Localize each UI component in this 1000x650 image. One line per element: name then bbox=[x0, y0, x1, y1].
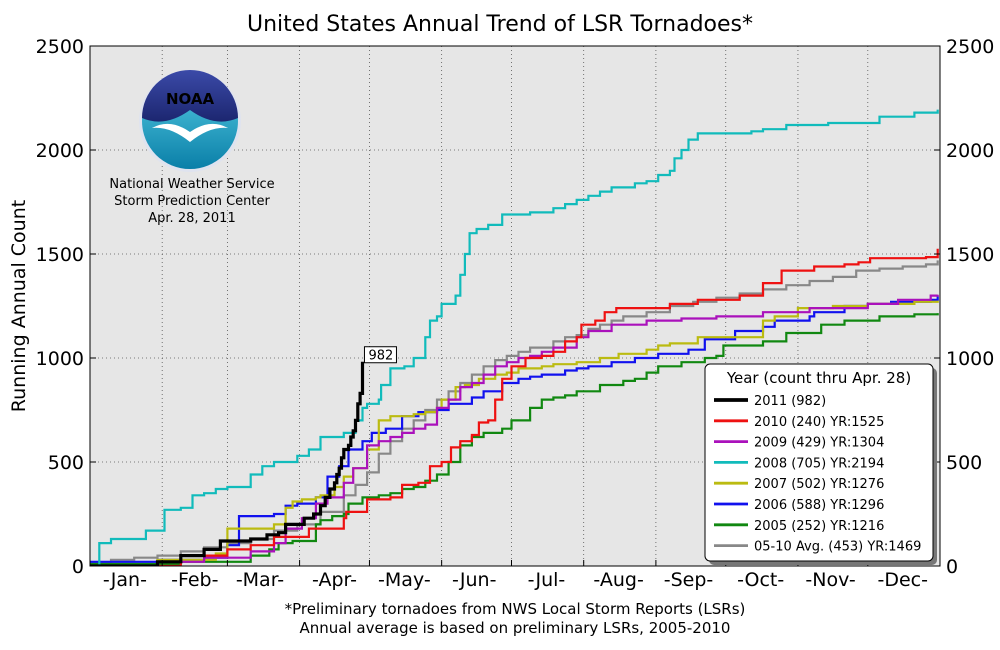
legend-label-5: 2006 (588) YR:1296 bbox=[754, 498, 884, 513]
x-tick-label-6: -Jul- bbox=[528, 569, 566, 591]
y-tick-label-left-0: 0 bbox=[72, 556, 84, 578]
noaa-logo-text: NOAA bbox=[166, 90, 215, 108]
logo-line-2: Storm Prediction Center bbox=[114, 194, 270, 209]
legend-label-2: 2009 (429) YR:1304 bbox=[754, 436, 884, 451]
y-tick-label-left-4: 2000 bbox=[36, 140, 84, 162]
y-axis-label: Running Annual Count bbox=[8, 200, 30, 412]
noaa-logo-seagull-icon bbox=[152, 123, 228, 142]
legend-label-6: 2005 (252) YR:1216 bbox=[754, 519, 884, 534]
y-tick-label-right-3: 1500 bbox=[946, 244, 994, 266]
y-tick-label-right-1: 500 bbox=[946, 452, 982, 474]
x-tick-label-0: -Jan- bbox=[103, 569, 147, 591]
y-tick-label-right-5: 2500 bbox=[946, 36, 994, 58]
legend-title: Year (count thru Apr. 28) bbox=[726, 369, 911, 387]
x-tick-label-10: -Nov- bbox=[805, 569, 855, 591]
x-tick-label-4: -May- bbox=[378, 569, 431, 591]
annotation-label: 982 bbox=[368, 349, 393, 364]
x-tick-label-5: -Jun- bbox=[452, 569, 496, 591]
x-tick-label-9: -Oct- bbox=[737, 569, 784, 591]
legend-label-3: 2008 (705) YR:2194 bbox=[754, 456, 884, 471]
x-tick-label-7: -Aug- bbox=[593, 569, 643, 591]
noaa-logo: NOAA National Weather Service Storm Pred… bbox=[109, 70, 275, 226]
series-line-6 bbox=[90, 313, 939, 565]
chart-title: United States Annual Trend of LSR Tornad… bbox=[247, 12, 753, 37]
current-count-annotation: 982 bbox=[363, 346, 397, 364]
x-tick-label-11: -Dec- bbox=[877, 569, 927, 591]
x-tick-label-3: -Apr- bbox=[312, 569, 357, 591]
legend-label-7: 05-10 Avg. (453) YR:1469 bbox=[754, 540, 921, 555]
logo-line-3: Apr. 28, 2011 bbox=[148, 211, 235, 226]
legend-label-0: 2011 (982) bbox=[754, 394, 826, 409]
axes: 0 0 500 500 1000 1000 1500 1500 2000 2000 2500 2500… bbox=[36, 36, 995, 591]
series-layer bbox=[90, 109, 939, 566]
noaa-logo-top bbox=[142, 70, 238, 122]
series-line-1 bbox=[90, 248, 939, 566]
logo-line-1: National Weather Service bbox=[109, 177, 274, 192]
footnote-1: *Preliminary tornadoes from NWS Local St… bbox=[285, 600, 746, 618]
y-tick-label-left-3: 1500 bbox=[36, 244, 84, 266]
y-tick-label-left-2: 1000 bbox=[36, 348, 84, 370]
y-tick-label-right-0: 0 bbox=[946, 556, 958, 578]
x-tick-label-2: -Mar- bbox=[236, 569, 284, 591]
legend: Year (count thru Apr. 28) 2011 (982) 2010… bbox=[704, 363, 937, 565]
legend-box bbox=[704, 363, 934, 562]
legend-entries: 2011 (982) 2010 (240) YR:1525 2009 (429) Y… bbox=[714, 394, 921, 555]
x-tick-label-8: -Sep- bbox=[664, 569, 714, 591]
y-tick-label-left-5: 2500 bbox=[36, 36, 84, 58]
series-line-0 bbox=[90, 361, 365, 566]
series-line-2 bbox=[90, 294, 939, 566]
y-tick-label-right-2: 1000 bbox=[946, 348, 994, 370]
annotation-box bbox=[363, 346, 397, 364]
y-tick-label-left-1: 500 bbox=[48, 452, 84, 474]
x-tick-label-1: -Feb- bbox=[171, 569, 218, 591]
series-line-3 bbox=[90, 109, 939, 566]
legend-label-4: 2007 (502) YR:1276 bbox=[754, 477, 884, 492]
y-tick-label-right-4: 2000 bbox=[946, 140, 994, 162]
legend-label-1: 2010 (240) YR:1525 bbox=[754, 415, 884, 430]
plot-frame bbox=[89, 45, 941, 567]
footnote-2: Annual average is based on preliminary L… bbox=[300, 619, 731, 637]
